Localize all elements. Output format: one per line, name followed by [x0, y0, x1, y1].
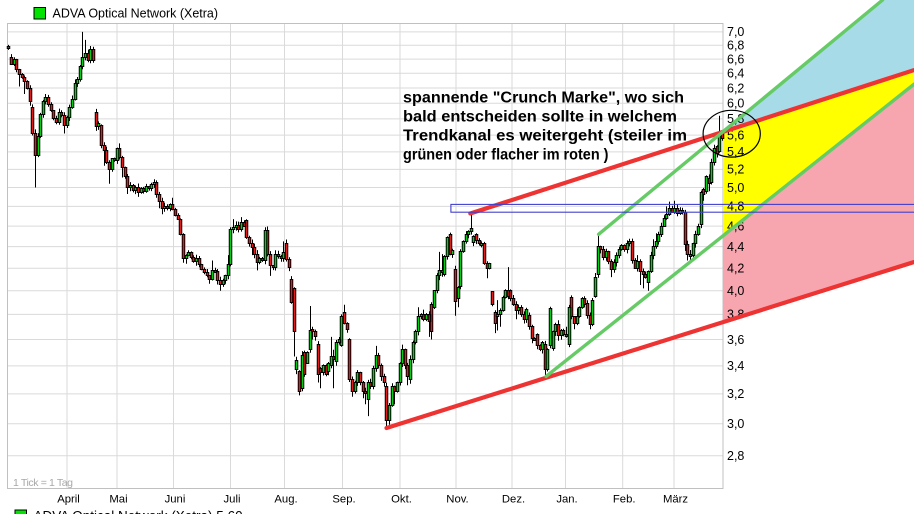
svg-text:Dez.: Dez. — [502, 493, 525, 505]
svg-text:bald entscheiden sollte in wel: bald entscheiden sollte in welchem — [403, 109, 677, 126]
svg-text:4,4: 4,4 — [727, 240, 744, 254]
svg-text:4,0: 4,0 — [727, 284, 744, 298]
svg-text:Mai: Mai — [109, 493, 127, 505]
svg-text:4,2: 4,2 — [727, 262, 744, 276]
svg-text:6,2: 6,2 — [727, 81, 744, 95]
svg-text:ADVA Optical Network (Xetra): ADVA Optical Network (Xetra) — [53, 6, 219, 21]
svg-text:März: März — [663, 493, 688, 505]
svg-text:Sep.: Sep. — [332, 493, 355, 505]
svg-text:5,2: 5,2 — [727, 163, 744, 177]
svg-text:3,6: 3,6 — [727, 333, 744, 347]
svg-text:spannende "Crunch Marke", wo s: spannende "Crunch Marke", wo sich — [403, 90, 684, 107]
svg-text:Okt.: Okt. — [391, 493, 412, 505]
svg-text:ADVA Optical Network (Xetra) 5: ADVA Optical Network (Xetra) 5,60 — [34, 509, 243, 514]
svg-text:grünen oder flacher im roten ): grünen oder flacher im roten ) — [403, 146, 609, 163]
svg-text:Nov.: Nov. — [446, 493, 468, 505]
svg-text:3,2: 3,2 — [727, 387, 744, 401]
svg-text:6,4: 6,4 — [727, 67, 744, 81]
svg-text:Jan.: Jan. — [556, 493, 577, 505]
svg-text:4,8: 4,8 — [727, 200, 744, 214]
svg-text:Juli: Juli — [224, 493, 241, 505]
svg-text:1 Tick = 1 Tag: 1 Tick = 1 Tag — [13, 477, 73, 489]
svg-text:Aug.: Aug. — [274, 493, 297, 505]
svg-text:5,0: 5,0 — [727, 181, 744, 195]
svg-text:6,6: 6,6 — [727, 52, 744, 66]
svg-text:6,0: 6,0 — [727, 97, 744, 111]
svg-text:7,0: 7,0 — [727, 25, 744, 39]
svg-text:2,8: 2,8 — [727, 449, 744, 463]
svg-text:6,8: 6,8 — [727, 39, 744, 53]
svg-text:Trendkanal es weitergeht (stei: Trendkanal es weitergeht (steiler im — [403, 128, 687, 145]
svg-text:3,4: 3,4 — [727, 359, 744, 373]
svg-text:Juni: Juni — [165, 493, 186, 505]
svg-text:3,0: 3,0 — [727, 417, 744, 431]
svg-text:5,6: 5,6 — [727, 128, 744, 142]
svg-text:April: April — [57, 493, 80, 505]
svg-text:Feb.: Feb. — [613, 493, 636, 505]
